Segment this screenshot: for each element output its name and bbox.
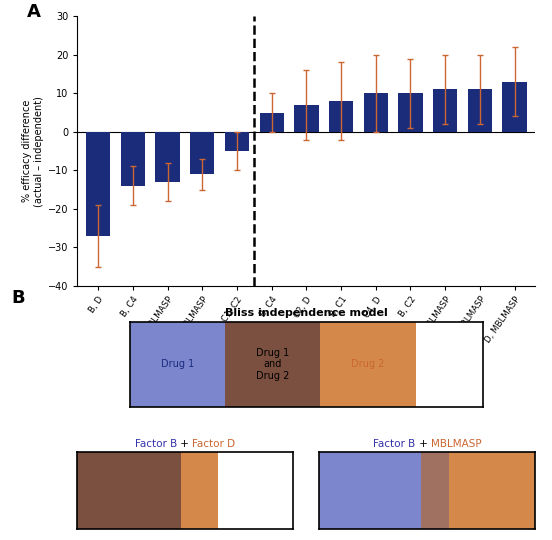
Bar — [86, 132, 110, 236]
Text: +: + — [416, 439, 431, 449]
Bar — [321, 322, 416, 407]
Text: +: + — [177, 439, 193, 449]
Bar — [319, 451, 421, 529]
Bar — [364, 93, 388, 132]
Bar — [121, 132, 145, 186]
Bar — [399, 93, 423, 132]
Bar — [155, 132, 179, 182]
Bar — [329, 101, 353, 132]
Bar — [421, 451, 449, 529]
Bar — [181, 451, 217, 529]
Bar — [502, 82, 527, 132]
Y-axis label: % efficacy difference
(actual – independent): % efficacy difference (actual – independ… — [22, 96, 44, 206]
Text: B: B — [11, 289, 25, 307]
Bar — [130, 322, 225, 407]
Bar — [433, 90, 458, 132]
Bar — [416, 322, 482, 407]
Bar — [77, 451, 181, 529]
Text: Drug 1: Drug 1 — [161, 359, 194, 369]
Text: A: A — [27, 3, 41, 21]
Text: Drug 2: Drug 2 — [351, 359, 385, 369]
Bar — [225, 132, 249, 151]
Text: Factor D: Factor D — [193, 439, 236, 449]
Bar — [225, 322, 321, 407]
Bar — [294, 105, 319, 132]
Bar — [217, 451, 294, 529]
Text: Drug 1
and
Drug 2: Drug 1 and Drug 2 — [256, 348, 290, 381]
Bar — [449, 451, 535, 529]
Title: Bliss independence model: Bliss independence model — [225, 308, 388, 318]
Bar — [190, 132, 214, 174]
Text: Factor B: Factor B — [135, 439, 177, 449]
Bar — [468, 90, 492, 132]
Text: Factor B: Factor B — [373, 439, 416, 449]
Text: MBLMASP: MBLMASP — [431, 439, 481, 449]
Bar — [259, 112, 284, 132]
